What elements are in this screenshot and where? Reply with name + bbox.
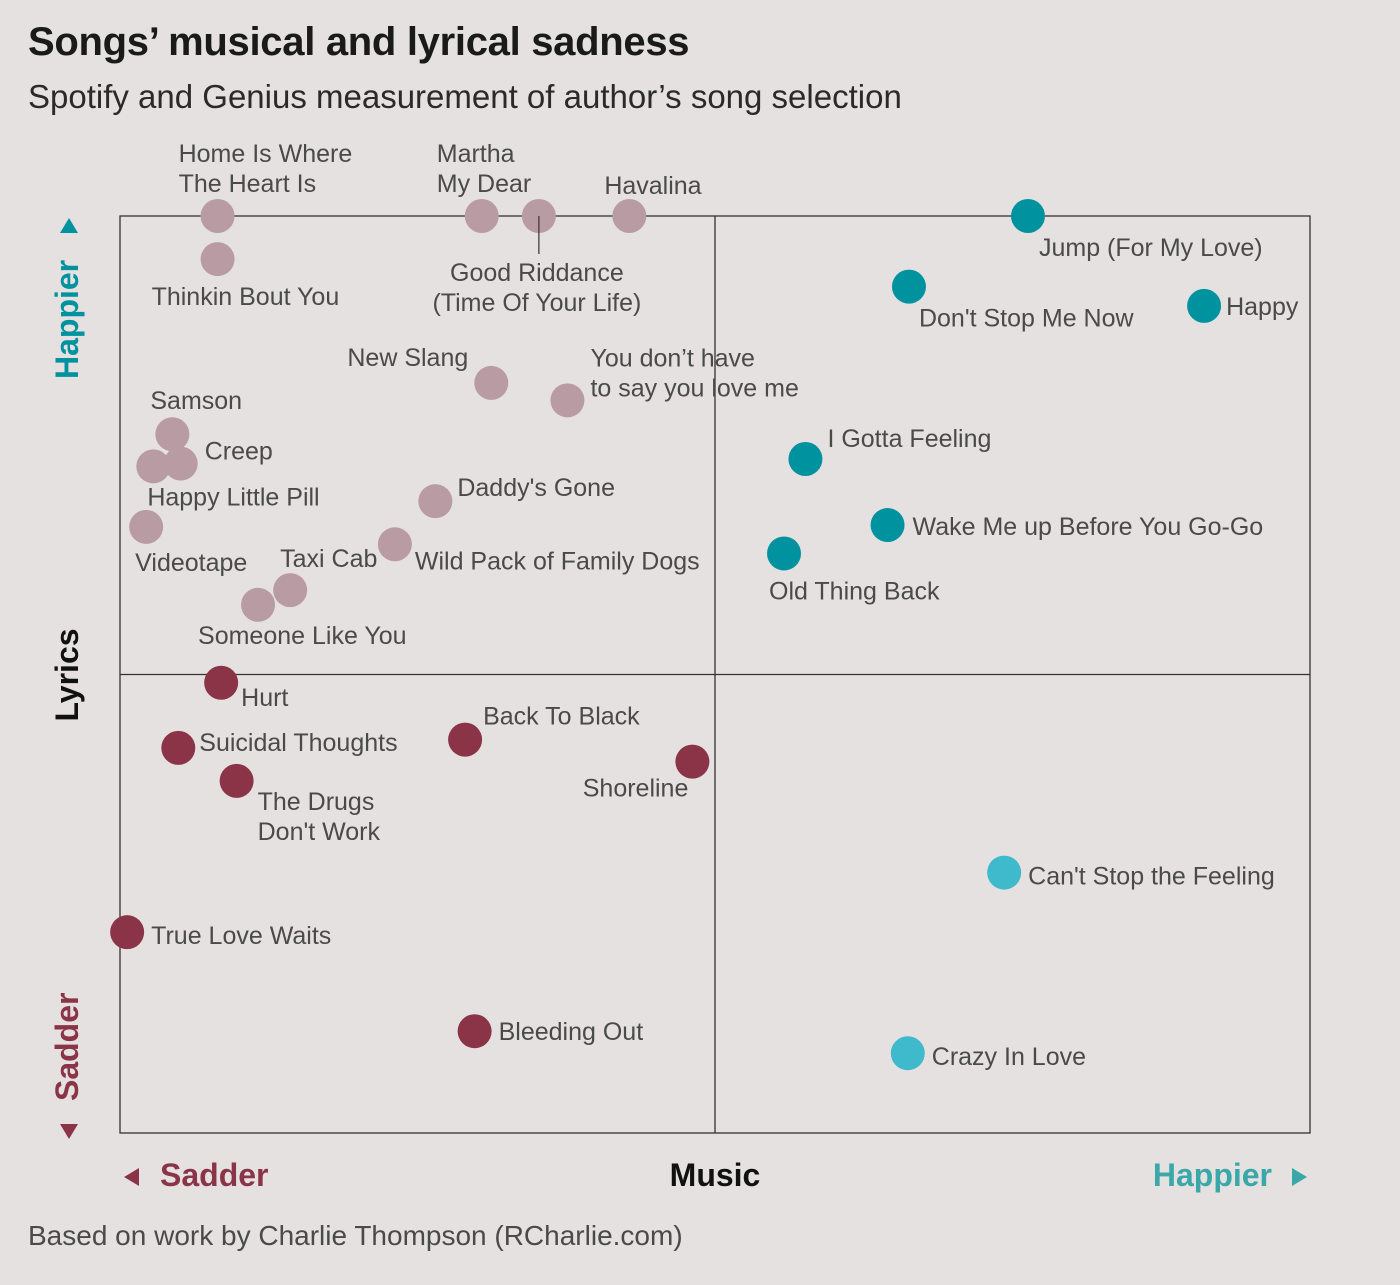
- label-someone-like-you: Someone Like You: [198, 622, 407, 650]
- label-suicidal-thoughts: Suicidal Thoughts: [199, 729, 397, 757]
- point-back-to-black[interactable]: [448, 722, 483, 757]
- chart-subtitle: Spotify and Genius measurement of author…: [28, 78, 902, 115]
- label-samson: Samson: [150, 387, 242, 415]
- point-martha-my-dear[interactable]: [464, 199, 499, 233]
- label-jump-for-my-love: Jump (For My Love): [1039, 234, 1263, 262]
- label-taxi-cab: Taxi Cab: [280, 545, 377, 573]
- label-martha-my-dear: Martha My Dear: [437, 140, 531, 198]
- right-arrow-icon: [1292, 1168, 1307, 1186]
- label-videotape: Videotape: [135, 549, 247, 577]
- up-arrow-icon: [60, 218, 78, 233]
- point-daddy-s-gone[interactable]: [418, 484, 453, 519]
- label-havalina: Havalina: [604, 172, 701, 200]
- label-hurt: Hurt: [241, 684, 288, 712]
- point-home-is-where-the-heart-is[interactable]: [200, 199, 235, 233]
- label-old-thing-back: Old Thing Back: [769, 577, 940, 605]
- point-crazy-in-love[interactable]: [890, 1036, 925, 1071]
- point-creep[interactable]: [163, 446, 198, 481]
- x-axis-sadder-label: Sadder: [160, 1157, 268, 1193]
- label-true-love-waits: True Love Waits: [151, 922, 331, 950]
- point-new-slang[interactable]: [474, 365, 509, 400]
- label-happy: Happy: [1226, 293, 1299, 321]
- point-thinkin-bout-you[interactable]: [200, 242, 235, 277]
- point-i-gotta-feeling[interactable]: [788, 442, 823, 477]
- label-happy-little-pill: Happy Little Pill: [147, 483, 319, 511]
- label-new-slang: New Slang: [347, 344, 468, 372]
- chart-title: Songs’ musical and lyrical sadness: [28, 20, 690, 64]
- y-axis-sadder-label: Sadder: [49, 993, 85, 1101]
- label-crazy-in-love: Crazy In Love: [932, 1043, 1086, 1071]
- label-wake-me-up-before-you-go-go: Wake Me up Before You Go-Go: [913, 513, 1264, 541]
- point-wake-me-up-before-you-go-go[interactable]: [870, 508, 905, 543]
- data-points: [110, 199, 1222, 1071]
- point-happy[interactable]: [1187, 288, 1222, 323]
- point-someone-like-you[interactable]: [241, 587, 276, 622]
- point-happy-little-pill[interactable]: [136, 449, 171, 484]
- left-arrow-icon: [124, 1168, 139, 1186]
- label-creep: Creep: [205, 438, 273, 466]
- label-thinkin-bout-you: Thinkin Bout You: [152, 283, 340, 311]
- plot-frame: [119, 215, 1311, 1134]
- point-true-love-waits[interactable]: [110, 915, 145, 950]
- label-shoreline: Shoreline: [583, 775, 689, 803]
- x-axis-happier-label: Happier: [1153, 1157, 1272, 1193]
- y-axis-title: Lyrics: [49, 628, 85, 721]
- point-wild-pack-of-family-dogs[interactable]: [377, 527, 412, 562]
- point-suicidal-thoughts[interactable]: [161, 730, 196, 765]
- label-don-t-stop-me-now: Don't Stop Me Now: [919, 305, 1135, 333]
- label-back-to-black: Back To Black: [483, 703, 640, 731]
- label-the-drugs-don-t-work: The Drugs Don't Work: [258, 788, 381, 846]
- data-labels: Home Is Where The Heart Is Thinkin Bout Yo…: [135, 140, 1299, 1071]
- down-arrow-icon: [60, 1124, 78, 1139]
- label-bleeding-out: Bleeding Out: [499, 1018, 644, 1046]
- label-you-don-t-have-to-say-you-love-me: You don’t have to say you love me: [590, 344, 798, 402]
- point-the-drugs-don-t-work[interactable]: [219, 763, 254, 798]
- point-samson[interactable]: [155, 417, 190, 452]
- label-can-t-stop-the-feeling: Can't Stop the Feeling: [1028, 863, 1275, 891]
- label-good-riddance-time-of-your-life: Good Riddance (Time Of Your Life): [432, 259, 641, 317]
- point-old-thing-back[interactable]: [767, 536, 802, 571]
- point-shoreline[interactable]: [675, 744, 710, 779]
- point-can-t-stop-the-feeling[interactable]: [987, 855, 1022, 890]
- point-taxi-cab[interactable]: [273, 573, 308, 608]
- point-bleeding-out[interactable]: [457, 1014, 492, 1049]
- y-axis-happier-label: Happier: [49, 260, 85, 379]
- x-axis-title: Music: [670, 1157, 761, 1193]
- label-daddy-s-gone: Daddy's Gone: [457, 474, 615, 502]
- point-videotape[interactable]: [129, 509, 164, 544]
- label-home-is-where-the-heart-is: Home Is Where The Heart Is: [179, 140, 353, 198]
- point-jump-for-my-love[interactable]: [1010, 199, 1045, 233]
- source-note: Based on work by Charlie Thompson (RChar…: [28, 1220, 683, 1251]
- point-hurt[interactable]: [204, 665, 239, 700]
- label-i-gotta-feeling: I Gotta Feeling: [827, 425, 991, 453]
- point-you-don-t-have-to-say-you-love-me[interactable]: [550, 383, 585, 418]
- point-havalina[interactable]: [612, 199, 647, 233]
- point-don-t-stop-me-now[interactable]: [891, 269, 926, 304]
- label-wild-pack-of-family-dogs: Wild Pack of Family Dogs: [415, 547, 700, 575]
